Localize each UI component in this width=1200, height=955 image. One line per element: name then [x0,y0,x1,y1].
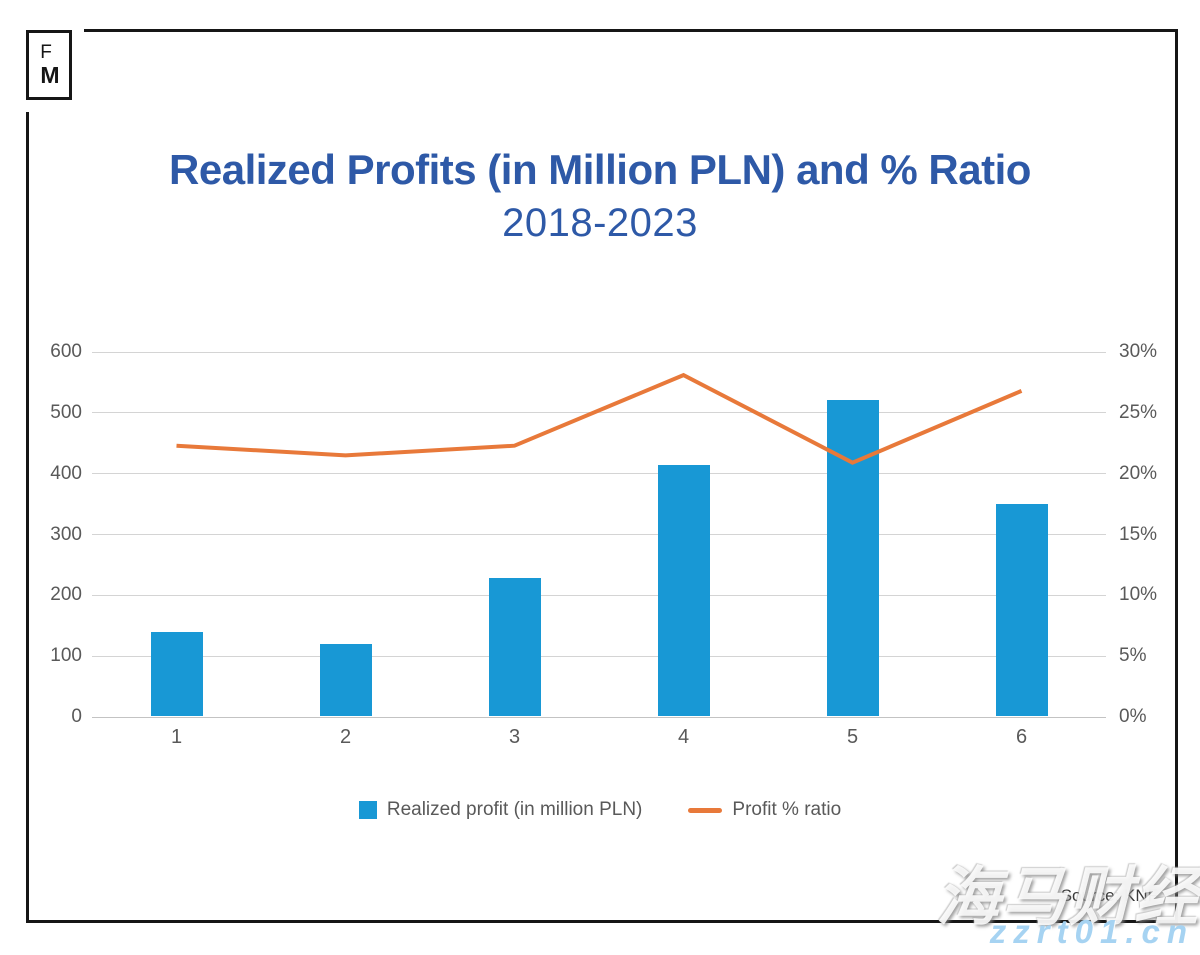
chart-title: Realized Profits (in Million PLN) and % … [169,146,1031,193]
left-axis-tick: 0 [71,706,82,727]
left-axis-labels: 600 500 400 300 200 100 0 [0,341,84,727]
watermark-cjk-text: 海马财经 [936,861,1200,933]
x-axis-tick-2: 2 [339,726,352,748]
right-axis-tick: 20% [1119,462,1158,484]
left-axis-tick: 500 [50,401,82,423]
x-axis-tick-6: 6 [1015,726,1028,748]
frame-line-bottom [26,920,1178,923]
bar-1 [150,632,203,716]
left-axis-tick: 600 [50,341,82,362]
right-axis-tick: 30% [1119,341,1158,362]
gridline [92,534,1106,535]
gridline [92,351,1106,353]
gridline [92,716,1106,718]
x-axis-labels: 1 2 3 4 5 6 [92,726,1106,752]
source-note: Source: KNF [1060,886,1158,905]
gridline [92,594,1106,596]
line-series-label: Profit % ratio [732,799,842,820]
right-axis-tick: 0% [1119,706,1147,727]
frame-line-top [84,29,1178,32]
x-axis-tick-4: 4 [677,726,690,748]
x-axis-tick-5: 5 [846,726,859,748]
chart-subtitle: 2018-2023 [502,201,698,245]
bar-3 [488,577,541,716]
left-axis-tick: 100 [50,645,82,667]
logo-letter-m: M [40,62,60,88]
bar-series-label: Realized profit (in million PLN) [386,799,643,820]
left-axis-tick: 300 [50,523,82,545]
chart-legend: Realized profit (in million PLN) Profit … [0,799,1200,821]
right-axis-tick: 15% [1119,523,1158,545]
bar-4 [657,465,710,716]
line-series-swatch [688,807,723,813]
frame-line-left [26,112,29,923]
x-axis-tick-1: 1 [170,726,183,748]
fm-logo: F M [26,30,72,100]
right-axis-tick: 25% [1119,401,1158,423]
bar-series-swatch [358,801,377,819]
profit-ratio-line [176,372,1023,465]
gridline [92,655,1106,657]
gridline [92,473,1106,475]
left-axis-tick: 200 [50,584,82,606]
frame-line-right [1175,29,1178,923]
right-axis-labels: 30% 25% 20% 15% 10% 5% 0% [1117,341,1197,727]
bar-2 [319,643,372,716]
right-axis-tick: 5% [1119,645,1147,667]
bar-6 [995,503,1048,716]
left-axis-tick: 400 [50,462,82,484]
plot-area [92,351,1106,718]
legend-item-realized-profit: Realized profit (in million PLN) [358,799,643,821]
logo-letter-f: F [40,42,52,63]
x-axis-tick-3: 3 [508,726,521,748]
right-axis-tick: 10% [1119,584,1158,606]
watermark-site-url: zzrt01.cn [989,913,1194,950]
gridline [92,412,1106,414]
profit-ratio-polyline [176,372,1023,465]
legend-item-profit-ratio: Profit % ratio [688,799,841,821]
